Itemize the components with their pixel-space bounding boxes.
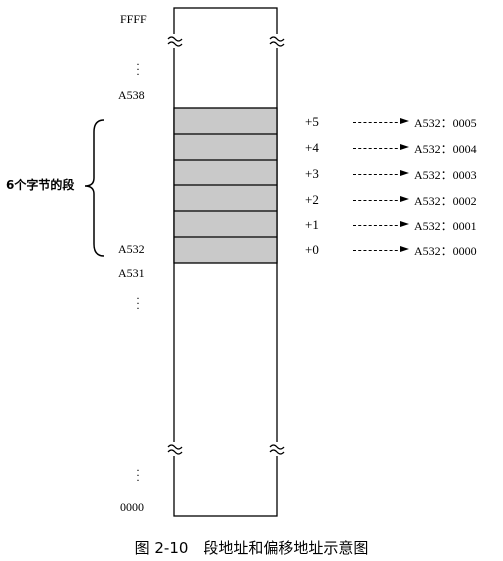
figure-caption: 图 2-10 段地址和偏移地址示意图	[134, 539, 369, 557]
logical-address: A532：0000	[414, 244, 477, 258]
arrow-head-icon	[400, 170, 409, 176]
logical-address: A532：0001	[414, 219, 477, 233]
offset-label: +1	[305, 217, 319, 232]
break-mark-bottom	[167, 442, 285, 456]
offset-label: +5	[305, 114, 319, 129]
address-a531: A531	[118, 266, 145, 280]
address-0000: 0000	[120, 500, 144, 514]
arrow-line	[353, 225, 403, 226]
arrow-line	[353, 250, 403, 251]
segment-block	[173, 107, 278, 264]
offset-label: +3	[305, 166, 319, 181]
segment-size-label: 6个字节的段	[6, 178, 75, 192]
offset-label: +4	[305, 140, 319, 155]
logical-address: A532：0004	[414, 142, 477, 156]
arrow-head-icon	[400, 144, 409, 150]
logical-address: A532：0005	[414, 116, 477, 130]
arrow-head-icon	[400, 196, 409, 202]
arrow-head-icon	[400, 118, 409, 124]
arrow-head-icon	[400, 246, 409, 252]
address-ffff: FFFF	[120, 12, 147, 26]
logical-address: A532：0003	[414, 168, 477, 182]
offset-label: +0	[305, 242, 319, 257]
ellipsis-top: · · ·	[136, 57, 140, 81]
arrow-line	[353, 148, 403, 149]
logical-address: A532：0002	[414, 194, 477, 208]
ellipsis-middle: · · ·	[136, 291, 140, 315]
curly-brace	[84, 119, 105, 257]
address-a532: A532	[118, 242, 145, 256]
offset-label: +2	[305, 192, 319, 207]
ellipsis-bottom: · · ·	[136, 463, 140, 487]
arrow-line	[353, 174, 403, 175]
address-a538: A538	[118, 88, 145, 102]
break-mark-top	[167, 34, 285, 48]
arrow-head-icon	[400, 221, 409, 227]
arrow-line	[353, 200, 403, 201]
arrow-line	[353, 122, 403, 123]
